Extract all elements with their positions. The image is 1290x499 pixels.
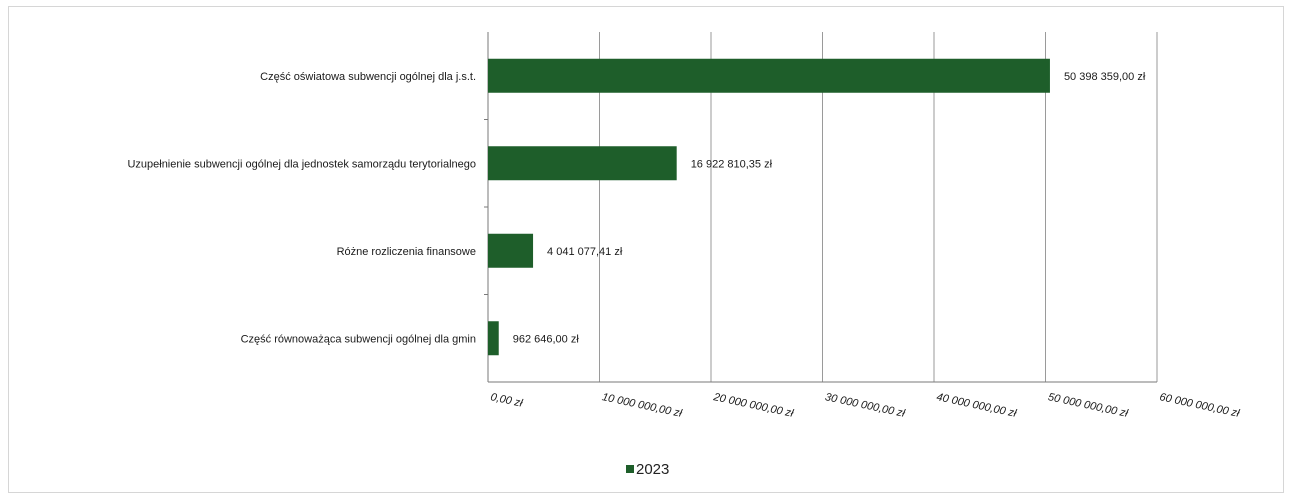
bar-1 xyxy=(488,146,677,181)
value-label-1: 16 922 810,35 zł xyxy=(691,158,773,170)
category-label-1: Uzupełnienie subwencji ogólnej dla jedno… xyxy=(127,158,476,170)
category-label-2: Różne rozliczenia finansowe xyxy=(337,246,476,258)
legend-swatch-2023 xyxy=(626,465,634,473)
category-label-3: Część równoważąca subwencji ogólnej dla … xyxy=(241,333,476,345)
x-tick-label-1: 10 000 000,00 zł xyxy=(601,391,684,420)
x-tick-labels: 0,00 zł 10 000 000,00 zł 20 000 000,00 zł 3… xyxy=(489,391,1241,420)
bar-3 xyxy=(488,321,499,356)
value-label-0: 50 398 359,00 zł xyxy=(1064,71,1146,83)
x-tick-label-3: 30 000 000,00 zł xyxy=(824,391,907,420)
x-tick-label-2: 20 000 000,00 zł xyxy=(711,391,795,420)
category-labels: Część oświatowa subwencji ogólnej dla j.… xyxy=(127,71,476,346)
category-label-0: Część oświatowa subwencji ogólnej dla j.… xyxy=(260,71,476,83)
x-tick-label-6: 60 000 000,00 zł xyxy=(1158,391,1241,420)
bar-0 xyxy=(488,58,1050,93)
value-label-2: 4 041 077,41 zł xyxy=(547,246,623,258)
bars xyxy=(488,58,1050,356)
x-tick-label-0: 0,00 zł xyxy=(489,391,524,410)
value-labels: 50 398 359,00 zł 16 922 810,35 zł 4 041 07… xyxy=(513,71,1146,346)
value-label-3: 962 646,00 zł xyxy=(513,333,580,345)
bar-2 xyxy=(488,233,534,268)
legend: 2023 xyxy=(626,461,669,478)
legend-label-2023: 2023 xyxy=(636,461,669,478)
x-tick-label-5: 50 000 000,00 zł xyxy=(1047,391,1130,420)
x-tick-label-4: 40 000 000,00 zł xyxy=(935,391,1018,420)
